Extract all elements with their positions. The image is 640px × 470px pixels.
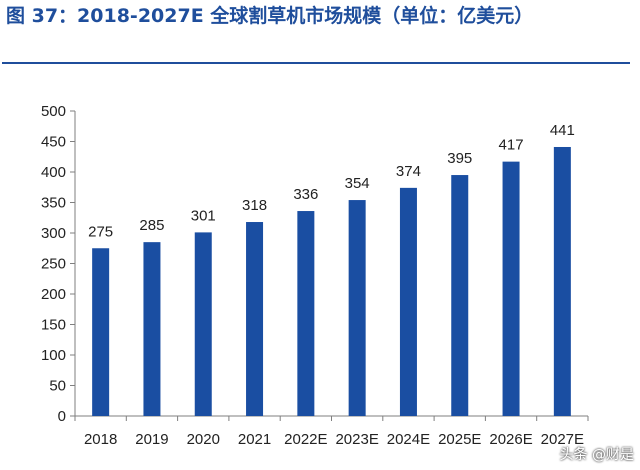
y-tick-label: 50: [49, 378, 66, 395]
y-tick-label: 0: [58, 408, 66, 425]
bar-2027E: [553, 146, 571, 417]
data-label: 417: [499, 137, 524, 154]
y-tick-label: 450: [41, 134, 66, 151]
data-label: 301: [191, 207, 216, 224]
data-labels: 275 285 301 318 336 354 374 395 417 441: [88, 122, 575, 240]
x-tick-label: 2024E: [387, 431, 430, 448]
y-tick-label: 400: [41, 164, 66, 181]
y-tick-label: 200: [41, 286, 66, 303]
x-tick-label: 2025E: [438, 431, 481, 448]
bar-2021: [246, 222, 264, 416]
y-axis: 0 50 100 150 200 250 300 350 400 450 500: [41, 103, 76, 425]
data-label: 336: [293, 186, 318, 203]
y-tick-label: 100: [41, 347, 66, 364]
y-tick-label: 500: [41, 103, 66, 120]
data-label: 354: [345, 175, 370, 192]
y-tick-label: 250: [41, 256, 66, 273]
data-label: 374: [396, 163, 421, 180]
x-tick-label: 2022E: [284, 431, 327, 448]
figure-title: 图 37：2018-2027E 全球割草机市场规模（单位：亿美元）: [6, 5, 534, 27]
bars: [92, 146, 571, 417]
bar-2022E: [297, 211, 315, 416]
bar-2025E: [451, 175, 469, 416]
title-divider: [2, 62, 630, 64]
y-tick-label: 350: [41, 195, 66, 212]
bar-2020: [194, 232, 212, 416]
data-label: 285: [139, 217, 164, 234]
y-tick-label: 150: [41, 317, 66, 334]
bar-2026E: [502, 161, 520, 416]
bar-2023E: [348, 200, 366, 416]
data-label: 318: [242, 197, 267, 214]
x-tick-label: 2019: [135, 431, 168, 448]
x-tick-label: 2018: [84, 431, 117, 448]
x-tick-label: 2021: [238, 431, 271, 448]
bar-2019: [143, 242, 161, 416]
data-label: 395: [447, 150, 472, 167]
bar-2018: [92, 248, 110, 416]
watermark: 头条 @财是: [559, 447, 634, 463]
y-tick-label: 300: [41, 225, 66, 242]
x-tick-label: 2020: [187, 431, 220, 448]
bar-2024E: [399, 187, 417, 416]
x-tick-label: 2027E: [541, 431, 584, 448]
x-tick-label: 2026E: [489, 431, 532, 448]
x-axis: 2018 2019 2020 2021 2022E 2023E 2024E 2025E 2026…: [74, 415, 589, 448]
data-label: 441: [550, 122, 575, 139]
x-tick-label: 2023E: [335, 431, 378, 448]
data-label: 275: [88, 223, 113, 240]
